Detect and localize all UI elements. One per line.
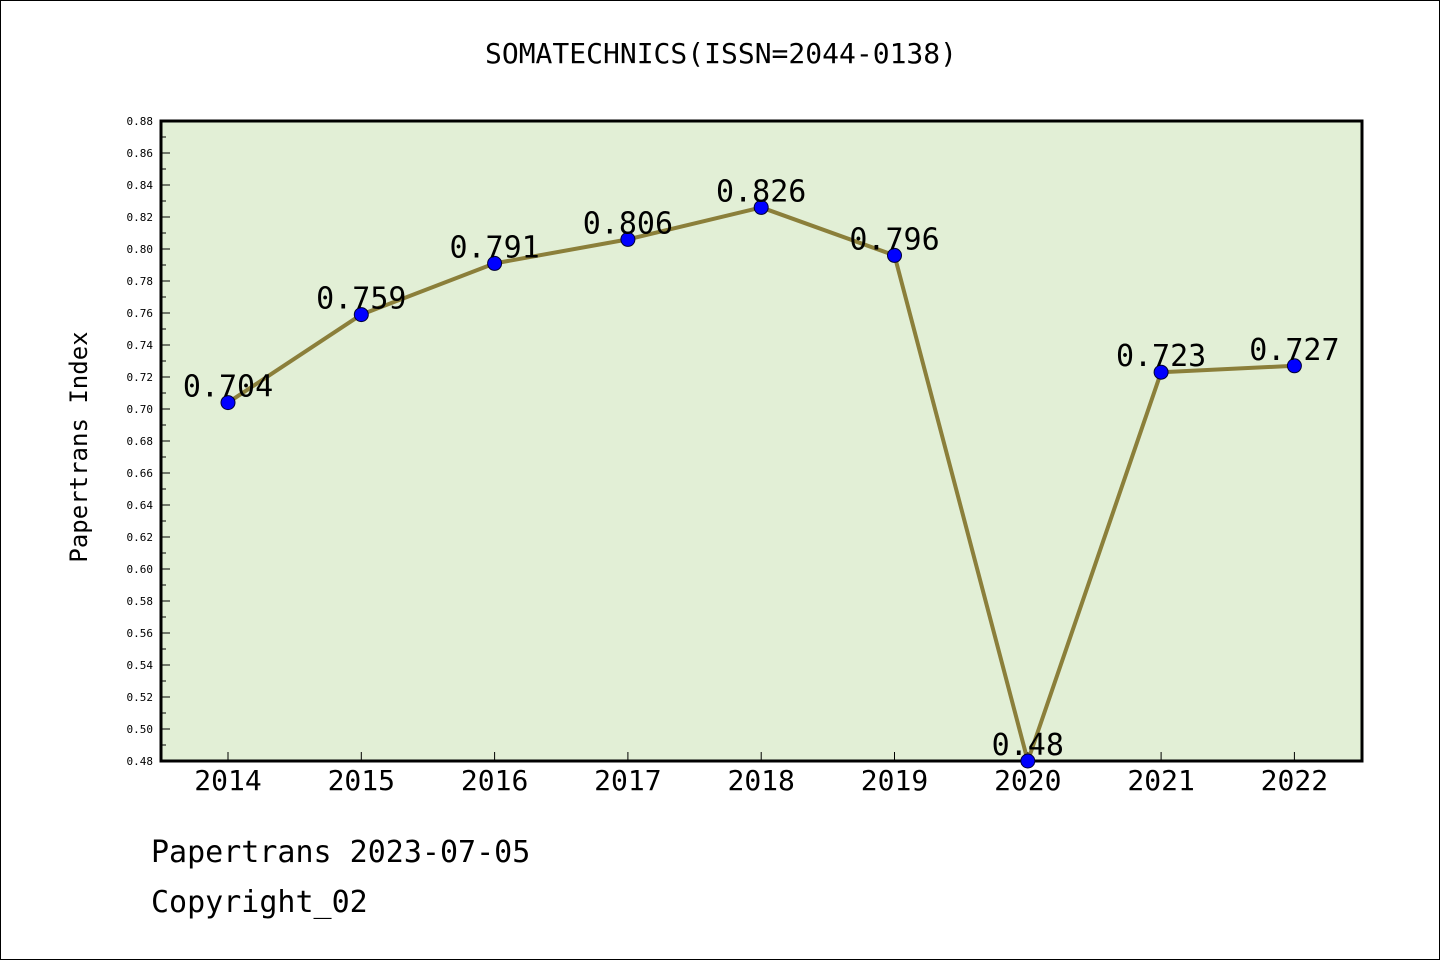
chart-title: SOMATECHNICS(ISSN=2044-0138) <box>484 37 957 70</box>
data-label: 0.791 <box>449 230 539 265</box>
data-label: 0.806 <box>583 206 673 241</box>
data-point <box>1153 364 1169 380</box>
data-label: 0.826 <box>716 174 806 209</box>
x-tick-label: 2015 <box>328 764 395 797</box>
data-label: 0.796 <box>849 222 939 257</box>
data-point <box>353 307 369 323</box>
y-tick-label: 0.58 <box>127 595 154 608</box>
data-point <box>487 255 503 271</box>
x-tick-label: 2016 <box>461 764 528 797</box>
y-tick-label: 0.70 <box>127 403 154 416</box>
y-tick-label: 0.86 <box>127 147 154 160</box>
y-tick-label: 0.48 <box>127 755 154 768</box>
y-axis: 0.48 0.50 0.52 0.54 0.56 0.58 0.60 0.62 0.64 0.66… <box>127 115 170 768</box>
x-tick-label: 2014 <box>194 764 261 797</box>
y-tick-label: 0.74 <box>127 339 154 352</box>
y-tick-label: 0.56 <box>127 627 154 640</box>
y-tick-label: 0.78 <box>127 275 154 288</box>
data-label: 0.704 <box>183 370 273 405</box>
x-tick-label: 2019 <box>861 764 928 797</box>
y-tick-label: 0.80 <box>127 243 154 256</box>
footer-date: Papertrans 2023-07-05 <box>151 835 531 870</box>
y-tick-label: 0.64 <box>127 499 154 512</box>
y-tick-label: 0.62 <box>127 531 154 544</box>
series-line-group: 0.704 0.759 0.791 0.806 0.826 0.796 0.48 0.723 0… <box>183 174 1340 769</box>
y-tick-label: 0.82 <box>127 211 154 224</box>
data-label: 0.759 <box>316 282 406 317</box>
x-axis: 2014 2015 2016 2017 2018 2019 2020 2021 2022 <box>194 752 1328 797</box>
y-tick-label: 0.54 <box>127 659 154 672</box>
y-tick-label: 0.84 <box>127 179 154 192</box>
plot-area <box>159 119 1364 763</box>
x-tick-label: 2018 <box>727 764 794 797</box>
y-tick-label: 0.72 <box>127 371 154 384</box>
y-tick-label: 0.76 <box>127 307 154 320</box>
x-tick-label: 2021 <box>1127 764 1194 797</box>
x-tick-label: 2022 <box>1261 764 1328 797</box>
data-point <box>753 199 769 215</box>
data-label: 0.727 <box>1249 333 1339 368</box>
data-label: 0.48 <box>992 728 1064 763</box>
data-point <box>1020 753 1036 769</box>
y-tick-label: 0.88 <box>127 115 154 128</box>
data-point <box>1286 358 1302 374</box>
data-point <box>220 395 236 411</box>
y-axis-label: Papertrans Index <box>65 331 93 562</box>
data-label: 0.723 <box>1116 339 1206 374</box>
y-tick-label: 0.60 <box>127 563 154 576</box>
data-point <box>620 231 636 247</box>
x-tick-label: 2017 <box>594 764 661 797</box>
y-tick-label: 0.66 <box>127 467 154 480</box>
x-tick-label: 2020 <box>994 764 1061 797</box>
y-tick-label: 0.50 <box>127 723 154 736</box>
footer-copyright: Copyright_02 <box>151 885 368 920</box>
data-point <box>887 247 902 263</box>
y-tick-label: 0.52 <box>127 691 154 704</box>
y-tick-label: 0.68 <box>127 435 154 448</box>
